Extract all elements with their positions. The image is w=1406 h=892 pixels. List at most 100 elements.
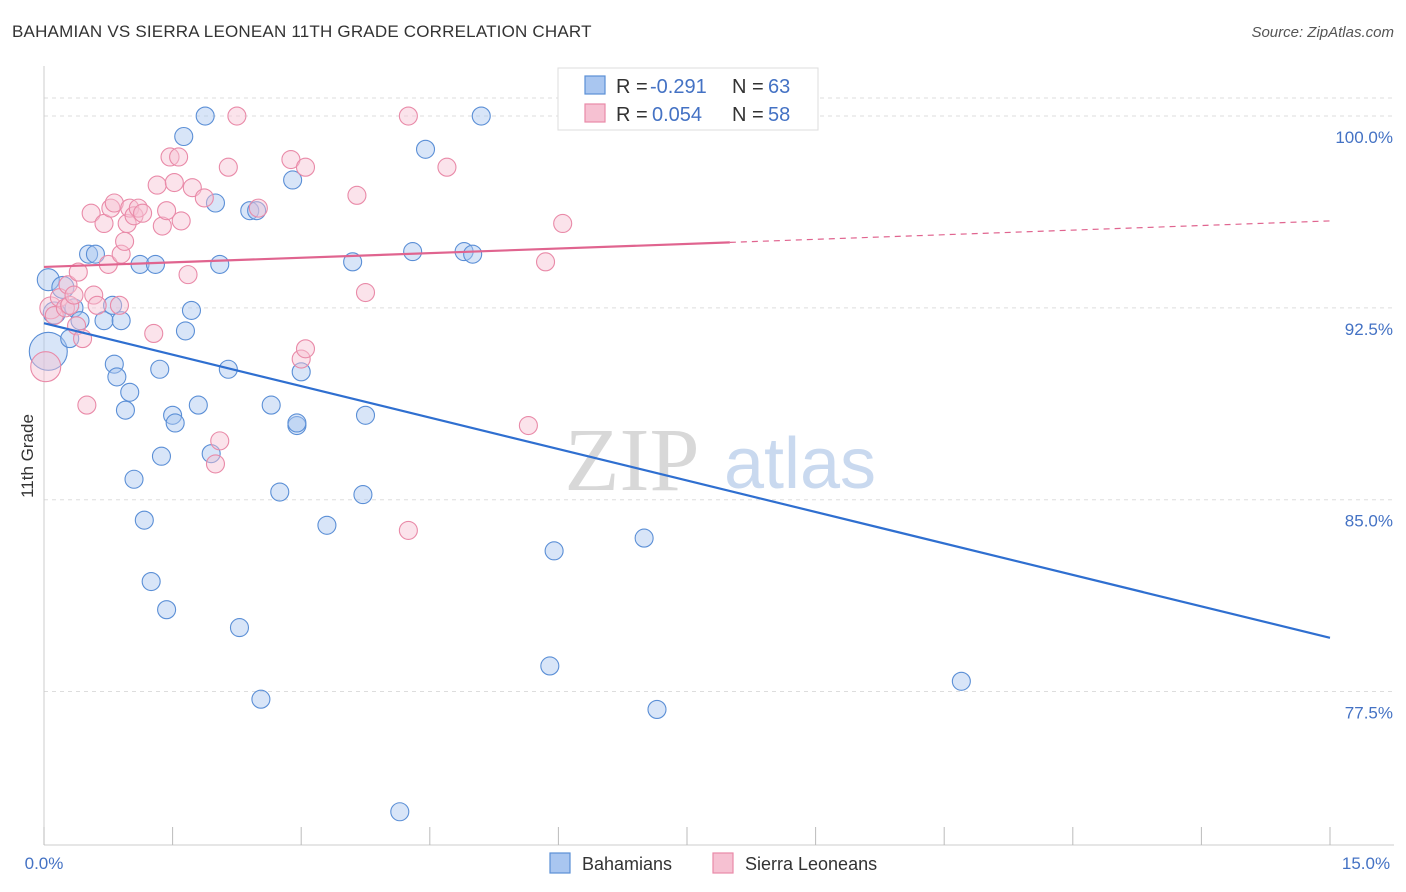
bottom-legend-swatch-sierra-leoneans: [712, 852, 734, 874]
point-bahamians-41: [283, 170, 303, 190]
bottom-legend-swatch-bahamians: [549, 852, 571, 874]
y-tick-label-2: 92.5%: [1345, 320, 1393, 339]
point-bahamians-28: [181, 300, 202, 320]
point-sierra-leoneans-51: [437, 157, 457, 177]
legend-n-label-2: N =: [732, 104, 764, 126]
point-bahamians-22: [151, 446, 172, 466]
point-bahamians-47: [355, 405, 376, 425]
point-bahamians-26: [174, 126, 194, 147]
bottom-legend-sierra-leoneans: Sierra Leoneans: [745, 854, 877, 874]
point-bahamians-59: [287, 413, 307, 433]
legend-r-label-2: R =: [616, 104, 648, 126]
point-bahamians-49: [403, 242, 423, 262]
point-bahamians-20: [145, 254, 166, 274]
legend-n-label-1: N =: [732, 76, 764, 98]
point-bahamians-24: [163, 405, 183, 425]
point-sierra-leoneans-49: [398, 520, 418, 540]
point-bahamians-35: [229, 618, 250, 638]
point-bahamians-0: [36, 268, 60, 292]
point-sierra-leoneans-45: [295, 157, 316, 177]
x-tick-label-0: 0.0%: [25, 854, 64, 873]
point-bahamians-23: [157, 600, 177, 620]
point-bahamians-29: [188, 395, 208, 415]
point-sierra-leoneans-29: [152, 216, 172, 236]
point-sierra-leoneans-26: [133, 203, 153, 223]
y-tick-labels: 77.5% 85.0% 92.5% 100.0%: [1335, 128, 1393, 722]
point-sierra-leoneans-17: [101, 198, 121, 218]
point-sierra-leoneans-27: [144, 323, 164, 343]
legend-r-value-2: 0.054: [652, 104, 702, 126]
point-bahamians-25: [165, 413, 185, 433]
point-bahamians-40: [270, 482, 290, 502]
watermark-zip: ZIP: [565, 411, 700, 510]
point-sierra-leoneans-0: [30, 351, 62, 383]
point-sierra-leoneans-7: [64, 285, 84, 305]
point-sierra-leoneans-46: [295, 339, 316, 359]
point-bahamians-21: [150, 359, 170, 379]
point-bahamians-1: [28, 331, 68, 371]
series-legend: Bahamians Sierra Leoneans: [549, 852, 877, 874]
point-bahamians-39: [261, 395, 281, 415]
point-bahamians-16: [124, 469, 144, 489]
chart-title: BAHAMIAN VS SIERRA LEONEAN 11TH GRADE CO…: [12, 22, 592, 41]
point-sierra-leoneans-50: [398, 106, 418, 126]
point-bahamians-27: [175, 321, 196, 341]
point-sierra-leoneans-18: [104, 193, 124, 213]
trend-line-sierra-leoneans-extrapolated: [729, 220, 1331, 243]
point-bahamians-8: [85, 244, 105, 264]
point-bahamians-53: [471, 106, 491, 126]
point-sierra-leoneans-11: [77, 395, 97, 415]
point-sierra-leoneans-53: [535, 252, 556, 272]
point-bahamians-7: [79, 244, 99, 264]
legend-r-value-1: -0.291: [650, 76, 707, 98]
watermark-atlas: atlas: [724, 424, 876, 504]
legend-swatch-bahamians: [584, 75, 606, 95]
point-sierra-leoneans-21: [115, 231, 135, 251]
point-sierra-leoneans-48: [355, 282, 376, 303]
point-bahamians-32: [205, 193, 226, 213]
point-sierra-leoneans-40: [218, 157, 238, 177]
point-sierra-leoneans-41: [227, 106, 247, 126]
x-tick-label-1: 15.0%: [1342, 854, 1390, 873]
point-sierra-leoneans-19: [109, 295, 129, 315]
point-sierra-leoneans-14: [87, 295, 107, 315]
point-sierra-leoneans-54: [553, 213, 573, 234]
point-bahamians-50: [415, 139, 436, 159]
x-tick-labels: 0.0% 15.0%: [25, 854, 1390, 873]
y-tick-label-1: 85.0%: [1345, 512, 1393, 531]
y-tick-label-3: 100.0%: [1335, 128, 1393, 147]
trend-lines: [43, 220, 1331, 639]
point-bahamians-33: [210, 254, 230, 274]
bottom-legend-bahamians: Bahamians: [582, 854, 672, 874]
point-bahamians-10: [103, 295, 123, 315]
point-bahamians-14: [115, 400, 135, 420]
point-sierra-leoneans-47: [347, 185, 367, 205]
point-sierra-leoneans-22: [117, 213, 137, 234]
point-bahamians-54: [540, 656, 560, 676]
point-sierra-leoneans-52: [518, 415, 538, 436]
point-bahamians-15: [120, 382, 140, 402]
point-sierra-leoneans-38: [205, 454, 226, 474]
legend-n-value-2: 58: [768, 104, 790, 126]
point-bahamians-30: [195, 106, 215, 126]
chart-source: Source: ZipAtlas.com: [1251, 24, 1394, 41]
stats-legend: R = -0.291 N = 63 R = 0.054 N = 58: [557, 67, 819, 131]
point-bahamians-48: [390, 802, 410, 822]
point-sierra-leoneans-12: [81, 203, 101, 223]
point-sierra-leoneans-37: [194, 188, 214, 208]
point-bahamians-52: [463, 244, 483, 264]
point-sierra-leoneans-32: [164, 172, 184, 193]
y-axis-title: 11th Grade: [18, 414, 37, 498]
point-sierra-leoneans-35: [178, 265, 198, 285]
point-sierra-leoneans-13: [84, 285, 104, 305]
point-bahamians-46: [353, 485, 373, 505]
point-bahamians-12: [107, 367, 127, 387]
point-bahamians-13: [111, 311, 131, 331]
point-sierra-leoneans-9: [68, 262, 88, 282]
trend-line-bahamians: [43, 322, 1331, 639]
point-bahamians-38: [251, 689, 271, 709]
point-bahamians-55: [544, 541, 564, 561]
point-sierra-leoneans-5: [58, 275, 78, 295]
point-sierra-leoneans-30: [157, 201, 177, 221]
point-bahamians-57: [647, 699, 667, 719]
